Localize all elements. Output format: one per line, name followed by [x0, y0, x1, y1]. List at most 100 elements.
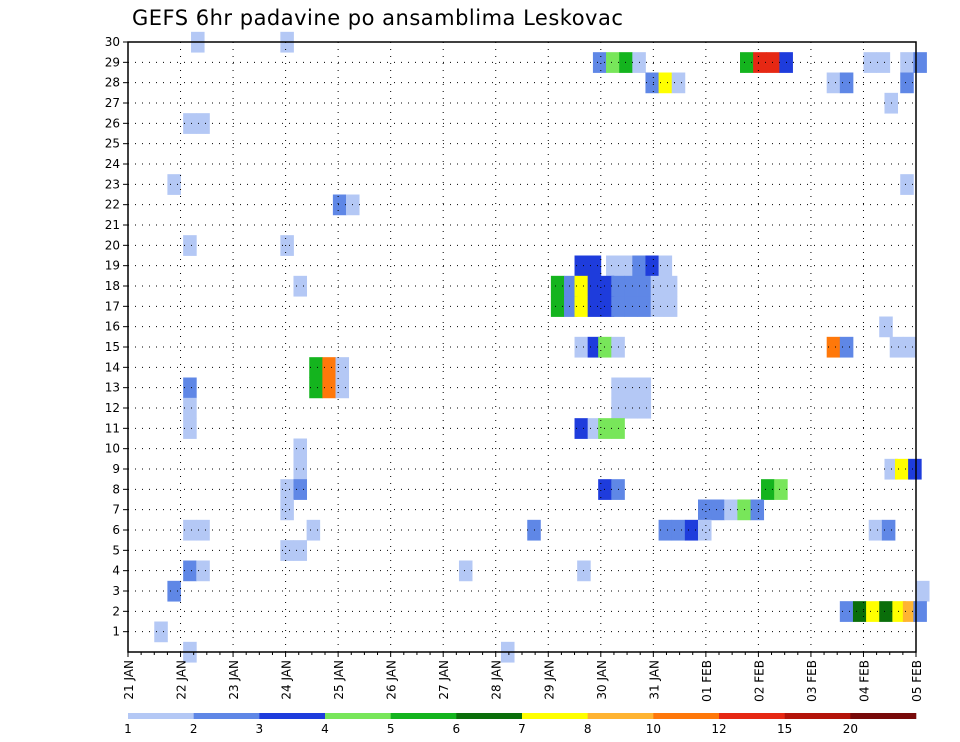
y-tick-label: 26	[105, 116, 120, 130]
x-axis: 21 JAN 22 JAN 23 JAN 24 JAN 25 JAN 26 JAN 27 J…	[122, 652, 924, 702]
heatmap-cell	[902, 336, 917, 358]
heatmap-cell	[183, 519, 197, 541]
heatmap-cell	[600, 275, 615, 297]
y-tick-label: 17	[105, 299, 120, 313]
colorbar-segment	[456, 713, 523, 719]
y-tick-label: 22	[105, 198, 120, 212]
heatmap-cell	[740, 52, 754, 73]
heatmap-cell	[750, 499, 765, 521]
y-tick-label: 7	[112, 503, 120, 517]
y-tick-label: 11	[105, 421, 120, 435]
heatmap-cell	[309, 377, 323, 399]
heatmap-cell	[881, 519, 896, 541]
x-tick-label: 31 JAN	[647, 660, 661, 700]
heatmap-cell	[335, 377, 350, 399]
colorbar-label: 4	[321, 722, 329, 736]
colorbar-label: 10	[646, 722, 661, 736]
colorbar-segment	[522, 713, 588, 719]
heatmap-cell	[280, 235, 294, 256]
heatmap-cell	[839, 336, 854, 358]
heatmap-cell	[637, 377, 652, 399]
colorbar-label: 12	[711, 722, 726, 736]
heatmap-cell	[900, 52, 914, 73]
colorbar-label: 15	[777, 722, 792, 736]
colorbar-segment	[259, 713, 326, 719]
colorbar-label: 20	[843, 722, 858, 736]
heatmap-cell	[309, 357, 323, 378]
x-tick-label: 29 JAN	[542, 660, 556, 700]
chart-title: GEFS 6hr padavine po ansamblima Leskovac	[132, 6, 624, 30]
x-tick-label: 04 FEB	[857, 660, 871, 702]
heatmap-cell	[761, 479, 775, 500]
x-tick-label: 21 JAN	[122, 660, 136, 700]
heatmap-cell	[900, 174, 914, 195]
heatmap-cell	[637, 296, 652, 317]
colorbar-segment	[653, 713, 720, 719]
x-tick-label: 28 JAN	[490, 660, 504, 700]
colorbar-segment	[390, 713, 457, 719]
heatmap-cell	[564, 296, 578, 317]
heatmap-cell	[196, 113, 210, 134]
heatmap-cell	[574, 255, 589, 277]
heatmap-cell	[183, 560, 197, 582]
heatmap-cell	[658, 72, 673, 94]
y-tick-label: 24	[105, 157, 120, 171]
heatmap-cell	[587, 418, 602, 439]
heatmap-cell	[196, 519, 210, 541]
x-tick-label: 30 JAN	[595, 660, 609, 700]
heatmap-cell	[550, 296, 565, 317]
colorbar-segment	[587, 713, 654, 719]
y-tick-label: 1	[112, 625, 120, 639]
y-tick-label: 21	[105, 218, 120, 232]
heatmap-cell	[280, 540, 294, 561]
heatmap-cell	[637, 397, 652, 419]
heatmap-cell	[839, 72, 854, 94]
heatmap-cell	[624, 377, 638, 399]
heatmap-cell	[574, 418, 589, 439]
y-tick-label: 3	[112, 584, 120, 598]
heatmap-cell	[766, 52, 780, 73]
heatmap-cell	[645, 72, 659, 94]
colorbar-label: 2	[190, 722, 198, 736]
y-tick-label: 23	[105, 177, 120, 191]
colorbar-label: 1	[124, 722, 132, 736]
heatmap-cell	[600, 296, 615, 317]
heatmap-cell	[624, 397, 638, 419]
heatmap-cell	[293, 438, 308, 460]
x-tick-label: 27 JAN	[437, 660, 451, 700]
heatmap-cell	[900, 72, 914, 94]
x-tick-label: 26 JAN	[385, 660, 399, 700]
x-tick-label: 25 JAN	[332, 660, 346, 700]
grid-lines	[128, 41, 916, 652]
heatmap-cell	[624, 296, 638, 317]
y-tick-label: 18	[105, 279, 120, 293]
colorbar-segment	[325, 713, 391, 719]
heatmap-cell	[658, 519, 673, 541]
heatmap-cell	[335, 357, 350, 378]
heatmap-cell	[663, 296, 678, 317]
heatmap-cell	[711, 499, 725, 521]
x-tick-label: 05 FEB	[910, 660, 924, 702]
x-tick-label: 23 JAN	[227, 660, 241, 700]
heatmap-cell	[587, 255, 602, 277]
heatmap-cell	[866, 601, 880, 622]
colorbar-label: 6	[453, 722, 461, 736]
heatmap-cell	[826, 336, 841, 358]
heatmap-cell	[592, 52, 607, 73]
heatmap-cell	[879, 601, 893, 622]
heatmap-cell	[826, 72, 841, 94]
heatmap-cell	[879, 316, 893, 338]
x-tick-label: 02 FEB	[752, 660, 766, 702]
y-tick-label: 12	[105, 401, 120, 415]
heatmap-cell	[183, 377, 197, 399]
heatmap-cell	[606, 255, 620, 277]
heatmap-cell	[574, 275, 589, 297]
heatmap-cell	[916, 580, 930, 602]
heatmap-cell	[564, 275, 578, 297]
y-tick-label: 4	[112, 564, 120, 578]
colorbar-label: 7	[518, 722, 526, 736]
colorbar-segment	[193, 713, 260, 719]
heatmap-cell	[183, 235, 197, 256]
plot-frame	[127, 41, 917, 653]
heatmap-cell	[322, 357, 336, 378]
